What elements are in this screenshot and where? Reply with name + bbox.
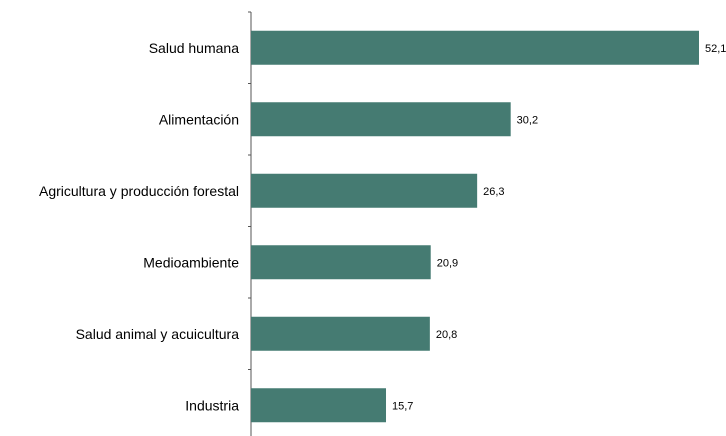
category-label: Salud animal y acuicultura — [76, 326, 240, 342]
bar — [251, 316, 430, 351]
bar — [251, 388, 387, 423]
bar — [251, 30, 699, 65]
value-label: 30,2 — [517, 114, 538, 126]
value-label: 26,3 — [483, 186, 504, 198]
value-label: 15,7 — [392, 400, 413, 412]
category-label: Agricultura y producción forestal — [39, 183, 239, 199]
bar — [251, 173, 478, 208]
category-label: Salud humana — [149, 40, 240, 56]
value-label: 52,1 — [705, 43, 726, 55]
category-label: Medioambiente — [143, 254, 239, 270]
value-label: 20,9 — [437, 257, 458, 269]
category-label: Alimentación — [159, 111, 239, 127]
category-label: Industria — [185, 397, 239, 413]
bar — [251, 102, 511, 137]
bar — [251, 245, 431, 280]
value-label: 20,8 — [436, 329, 457, 341]
